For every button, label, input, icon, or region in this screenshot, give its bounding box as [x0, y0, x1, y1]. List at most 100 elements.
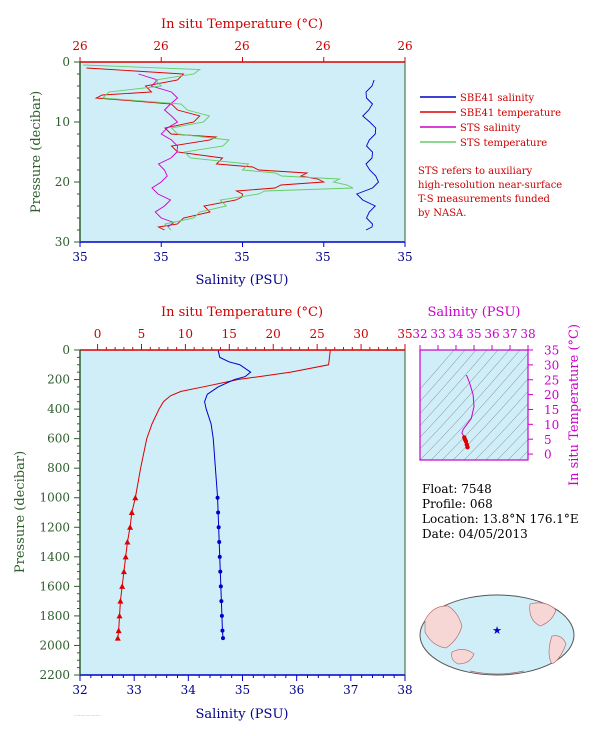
density-contour — [420, 350, 477, 414]
main-temp-tick: 5 — [138, 327, 146, 341]
main-pressure-tick: 800 — [47, 461, 70, 475]
temperature-point — [128, 509, 135, 515]
salinity-point — [215, 495, 220, 500]
ts-sal-axis-label: Salinity (PSU) — [428, 305, 521, 320]
location: Location: 13.8°N 176.1°E — [422, 512, 579, 526]
density-contour — [485, 415, 528, 460]
ts-temp-tick: 5 — [544, 433, 552, 447]
main-pressure-axis-label: Pressure (decibar) — [13, 451, 28, 573]
main-temp-axis-label: In situ Temperature (°C) — [161, 305, 323, 320]
top-series-sbe41-salinity — [355, 79, 380, 231]
density-contour — [463, 390, 528, 460]
density-contour — [452, 378, 528, 460]
legend-label-sts-temperature: STS temperature — [460, 138, 547, 149]
ts-sal-tick: 35 — [466, 327, 481, 341]
temperature-point — [114, 635, 121, 641]
top-sal-axis-label: Salinity (PSU) — [196, 273, 289, 288]
main-pressure-tick: 1400 — [39, 550, 70, 564]
main-pressure-tick: 1800 — [39, 609, 70, 623]
ts-point — [465, 445, 470, 450]
top-series-sbe41-temperature — [86, 67, 326, 231]
salinity-point — [218, 584, 223, 589]
main-temp-tick: 20 — [266, 327, 281, 341]
temperature-point — [120, 568, 127, 575]
top-temp-tick: 26 — [234, 39, 249, 53]
temperature-point — [132, 494, 139, 501]
legend: SBE41 salinity SBE41 temperature STS sal… — [418, 93, 562, 219]
top-temp-tick: 26 — [315, 39, 330, 53]
temperature-point — [122, 553, 129, 560]
top-temp-tick: 26 — [397, 39, 412, 53]
float-location-star-icon: ★ — [492, 624, 502, 637]
date: Date: 04/05/2013 — [422, 527, 528, 541]
top-sal-tick: 35 — [397, 250, 412, 264]
temperature-point — [116, 612, 123, 619]
main-sal-axis-label: Salinity (PSU) — [196, 707, 289, 722]
ts-temp-tick: 35 — [544, 344, 559, 358]
main-pressure-tick: 400 — [47, 402, 70, 416]
main-temp-tick: 10 — [178, 327, 193, 341]
top-series-sts-temperature — [83, 64, 354, 231]
map-landmass-north-america — [529, 602, 557, 627]
main-pressure-tick: 1200 — [39, 520, 70, 534]
main-sal-tick: 35 — [235, 683, 250, 697]
main-ticks — [74, 344, 406, 681]
salinity-point — [218, 569, 223, 574]
top-pressure-tick: 10 — [55, 115, 70, 129]
salinity-point — [217, 554, 222, 559]
top-pressure-tick: 0 — [62, 55, 70, 69]
ts-temp-tick: 20 — [544, 388, 559, 402]
map-landmass-asia — [424, 605, 463, 649]
main-plot-area — [80, 350, 405, 675]
temperature-point — [127, 524, 134, 530]
legend-label-sts-salinity: STS salinity — [460, 123, 521, 134]
density-contour — [530, 350, 601, 460]
main-sal-tick: 34 — [181, 683, 197, 697]
temperature-point — [115, 627, 122, 634]
ts-ticks — [419, 345, 533, 455]
main-pressure-tick: 2000 — [39, 639, 70, 653]
main-pressure-tick: 2200 — [39, 668, 70, 682]
map-landmass-south-america — [548, 635, 567, 665]
main-series-temperature — [117, 349, 331, 639]
map-landmass-australia — [451, 649, 475, 665]
main-temp-tick: 35 — [397, 327, 412, 341]
map-landmass-antarctica — [469, 670, 525, 675]
ts-temp-tick: 25 — [544, 373, 559, 387]
legend-note-line: high-resolution near-surface — [418, 180, 562, 191]
top-temp-tick: 26 — [72, 39, 87, 53]
main-temp-tick: 30 — [353, 327, 368, 341]
top-temp-axis-label: In situ Temperature (°C) — [161, 17, 323, 32]
top-sal-tick: 35 — [72, 250, 87, 264]
ts-sal-tick: 32 — [412, 327, 427, 341]
main-sal-tick: 33 — [127, 683, 142, 697]
top-series-sts-salinity — [138, 73, 179, 228]
density-contour — [420, 350, 455, 390]
density-contour — [420, 350, 488, 426]
main-temp-tick: 15 — [222, 327, 237, 341]
density-contour — [507, 439, 528, 460]
main-pressure-tick: 1600 — [39, 579, 70, 593]
main-pressure-tick: 600 — [47, 432, 70, 446]
main-panel: In situ Temperature (°C) 0 5 10 15 20 25… — [13, 305, 413, 722]
ts-series-group — [461, 374, 475, 450]
density-contour — [474, 403, 528, 460]
density-contour — [420, 350, 521, 460]
density-contour — [496, 427, 528, 460]
main-sal-tick: 36 — [289, 683, 304, 697]
main-sal-tick: 38 — [397, 683, 412, 697]
locator-map: ★ — [419, 594, 575, 676]
float-info: Float: 7548 Profile: 068 Location: 13.8°… — [422, 482, 579, 541]
legend-note-line: STS refers to auxiliary — [418, 166, 533, 177]
top-sal-tick: 35 — [234, 250, 249, 264]
ts-panel: Salinity (PSU) 32 33 34 35 36 37 38 0 5 … — [412, 305, 601, 486]
top-panel: 26 26 26 26 26 In situ Temperature (°C) … — [29, 17, 413, 288]
top-ticks — [74, 57, 406, 247]
density-contour — [518, 450, 528, 460]
top-sal-tick: 35 — [315, 250, 330, 264]
ts-temp-tick: 0 — [544, 448, 552, 462]
ts-temp-axis-label: In situ Temperature (°C) — [567, 324, 582, 486]
top-plot-area — [80, 62, 405, 242]
top-temp-tick: 26 — [153, 39, 168, 53]
